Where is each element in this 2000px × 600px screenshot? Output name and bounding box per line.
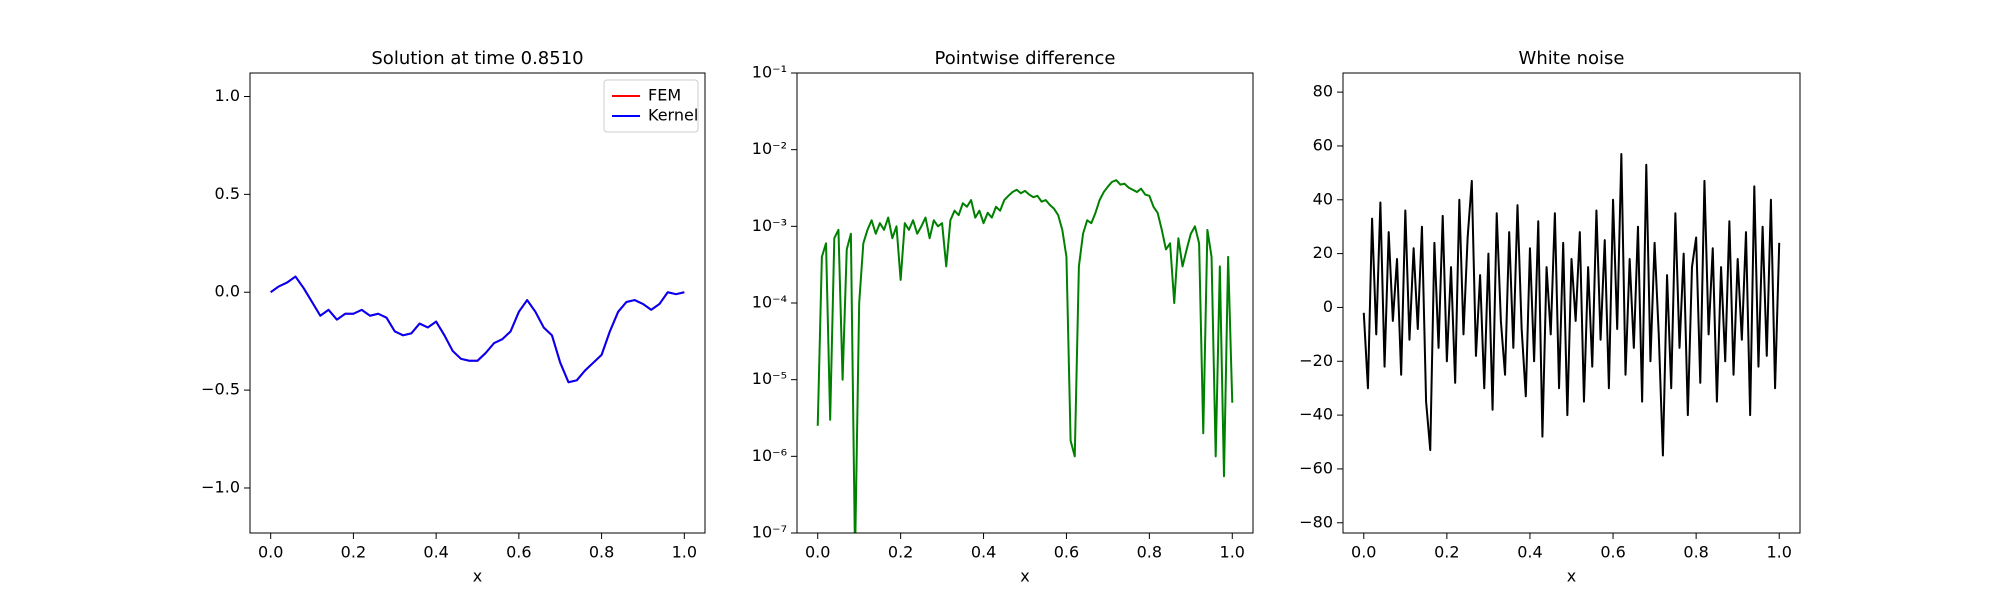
x-axis-label: x <box>1020 567 1029 586</box>
data-line <box>270 275 685 384</box>
x-tick-label: 0.4 <box>423 543 448 562</box>
x-tick-label: 0.6 <box>1600 543 1625 562</box>
x-tick-label: 0.0 <box>258 543 283 562</box>
x-tick-label: 0.2 <box>1434 543 1459 562</box>
y-tick-label: 10⁻⁵ <box>752 369 787 388</box>
y-tick-label: 10⁻⁷ <box>752 523 787 542</box>
subplot: 0.0 0.2 0.4 0.6 0.8 1.0 −80 −60 −40 −20 0 20 40 60 80 W… <box>1299 48 1801 586</box>
y-tick-label: 10⁻¹ <box>752 63 787 82</box>
y-tick-label: 20 <box>1313 243 1333 262</box>
x-tick-label: 1.0 <box>1767 543 1792 562</box>
x-tick-label: 0.0 <box>805 543 830 562</box>
y-tick-label: −1.0 <box>201 477 240 496</box>
y-tick-label: 0.0 <box>215 282 240 301</box>
legend-label: FEM <box>648 86 681 105</box>
data-line <box>270 275 685 384</box>
chart-title: White noise <box>1519 48 1625 69</box>
data-line <box>1362 153 1781 457</box>
x-tick-label: 0.8 <box>589 543 614 562</box>
y-tick-label: −20 <box>1299 351 1333 370</box>
y-tick-label: −60 <box>1299 458 1333 477</box>
x-tick-label: 0.8 <box>1683 543 1708 562</box>
legend-label: Kernel <box>648 106 698 125</box>
x-tick-label: 0.6 <box>506 543 531 562</box>
x-tick-label: 0.6 <box>1054 543 1079 562</box>
y-tick-label: −0.5 <box>201 380 240 399</box>
x-axis-label: x <box>1567 567 1576 586</box>
y-tick-label: 1.0 <box>215 86 240 105</box>
y-tick-label: −40 <box>1299 405 1333 424</box>
x-tick-label: 1.0 <box>672 543 697 562</box>
y-tick-label: 60 <box>1313 135 1333 154</box>
y-tick-label: −80 <box>1299 512 1333 531</box>
y-tick-label: 80 <box>1313 82 1333 101</box>
y-tick-label: 40 <box>1313 189 1333 208</box>
y-tick-label: 0 <box>1323 297 1333 316</box>
x-tick-label: 0.4 <box>1517 543 1542 562</box>
axes-frame <box>1342 72 1801 534</box>
x-tick-label: 0.2 <box>341 543 366 562</box>
x-tick-label: 0.4 <box>971 543 996 562</box>
y-tick-label: 10⁻⁶ <box>752 446 787 465</box>
y-tick-label: 0.5 <box>215 184 240 203</box>
x-tick-label: 0.2 <box>888 543 913 562</box>
chart-title: Solution at time 0.8510 <box>371 48 583 69</box>
subplot: 0.0 0.2 0.4 0.6 0.8 1.0 10⁻⁷ 10⁻⁶ 10⁻⁵ 10⁻⁴ 10⁻³ 10… <box>752 48 1254 586</box>
x-tick-label: 0.8 <box>1137 543 1162 562</box>
x-tick-label: 1.0 <box>1220 543 1245 562</box>
axes-frame <box>796 72 1254 534</box>
x-tick-label: 0.0 <box>1351 543 1376 562</box>
y-tick-label: 10⁻² <box>752 139 787 158</box>
subplot: 0.0 0.2 0.4 0.6 0.8 1.0 −1.0 −0.5 0.0 0.5 1.0 Solut… <box>201 48 706 586</box>
y-tick-label: 10⁻³ <box>752 216 787 235</box>
data-line <box>816 179 1234 533</box>
chart-title: Pointwise difference <box>935 48 1116 69</box>
legend-box <box>603 79 699 133</box>
x-axis-label: x <box>473 567 482 586</box>
y-tick-label: 10⁻⁴ <box>752 293 787 312</box>
axes-frame <box>249 72 706 534</box>
